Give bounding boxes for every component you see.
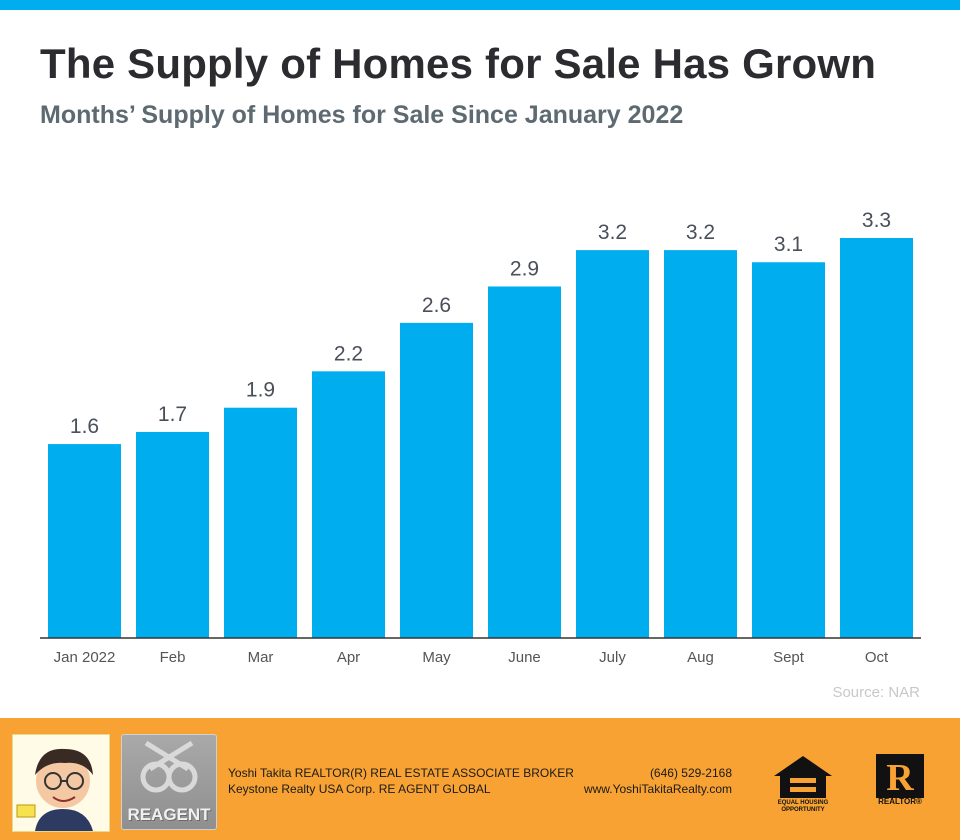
- equal-housing-icon: [774, 756, 832, 798]
- bar-sept: [752, 262, 825, 638]
- agent-name-line: Yoshi Takita REALTOR(R) REAL ESTATE ASSO…: [228, 766, 574, 780]
- realtor-mark: R: [886, 757, 914, 799]
- data-label: 2.9: [510, 257, 539, 280]
- bar-mar: [224, 407, 297, 638]
- data-label: 3.2: [598, 221, 627, 244]
- website-link[interactable]: www.YoshiTakitaRealty.com: [583, 782, 732, 796]
- x-tick-label: June: [508, 649, 541, 666]
- bar-aug: [664, 250, 737, 638]
- x-tick-label: Sept: [773, 649, 805, 666]
- agent-caricature: [12, 734, 110, 832]
- bar-feb: [136, 431, 209, 638]
- data-label: 2.2: [334, 342, 363, 365]
- realtor-label: REALTOR®: [878, 797, 922, 806]
- data-label: 1.7: [158, 403, 187, 426]
- chart-subtitle: Months’ Supply of Homes for Sale Since J…: [40, 101, 684, 129]
- bar-june: [488, 286, 561, 638]
- realtor-logo-icon: R: [876, 754, 924, 799]
- x-tick-label: Oct: [865, 649, 889, 666]
- bars-group: 1.6 Jan 2022 1.7 Feb 1.9 Mar 2.2 Apr 2.6 May 2.9 Ju…: [48, 209, 913, 666]
- x-tick-label: Aug: [687, 649, 714, 666]
- data-label: 3.2: [686, 221, 715, 244]
- bar-oct: [840, 238, 913, 638]
- data-label: 2.6: [422, 294, 451, 317]
- bar-apr: [312, 371, 385, 638]
- bar-july: [576, 250, 649, 638]
- footer-banner: REAGENT Yoshi Takita REALTOR(R) REAL EST…: [0, 718, 960, 840]
- source-note: Source: NAR: [832, 684, 920, 701]
- x-tick-label: Feb: [160, 649, 186, 666]
- reagent-logo-text: REAGENT: [127, 805, 211, 824]
- data-label: 3.1: [774, 233, 803, 256]
- chart-title: The Supply of Homes for Sale Has Grown: [40, 40, 877, 87]
- data-label: 1.9: [246, 379, 275, 402]
- company-line: Keystone Realty USA Corp. RE AGENT GLOBA…: [228, 782, 491, 796]
- x-tick-label: Mar: [248, 649, 274, 666]
- x-tick-label: Apr: [337, 649, 360, 666]
- x-tick-label: July: [599, 649, 626, 666]
- data-label: 3.3: [862, 209, 891, 232]
- x-tick-label: May: [422, 649, 451, 666]
- data-label: 1.6: [70, 415, 99, 438]
- bar-jan-2022: [48, 444, 121, 638]
- equal-housing-label: EQUAL HOUSING OPPORTUNITY: [777, 800, 829, 813]
- reagent-logo: REAGENT: [121, 734, 217, 830]
- top-accent-bar: [0, 0, 960, 10]
- x-tick-label: Jan 2022: [54, 649, 116, 666]
- phone-number: (646) 529-2168: [649, 766, 732, 780]
- bar-may: [400, 322, 473, 638]
- bar-chart: 1.6 Jan 2022 1.7 Feb 1.9 Mar 2.2 Apr 2.6 May 2.9 Ju…: [40, 209, 921, 666]
